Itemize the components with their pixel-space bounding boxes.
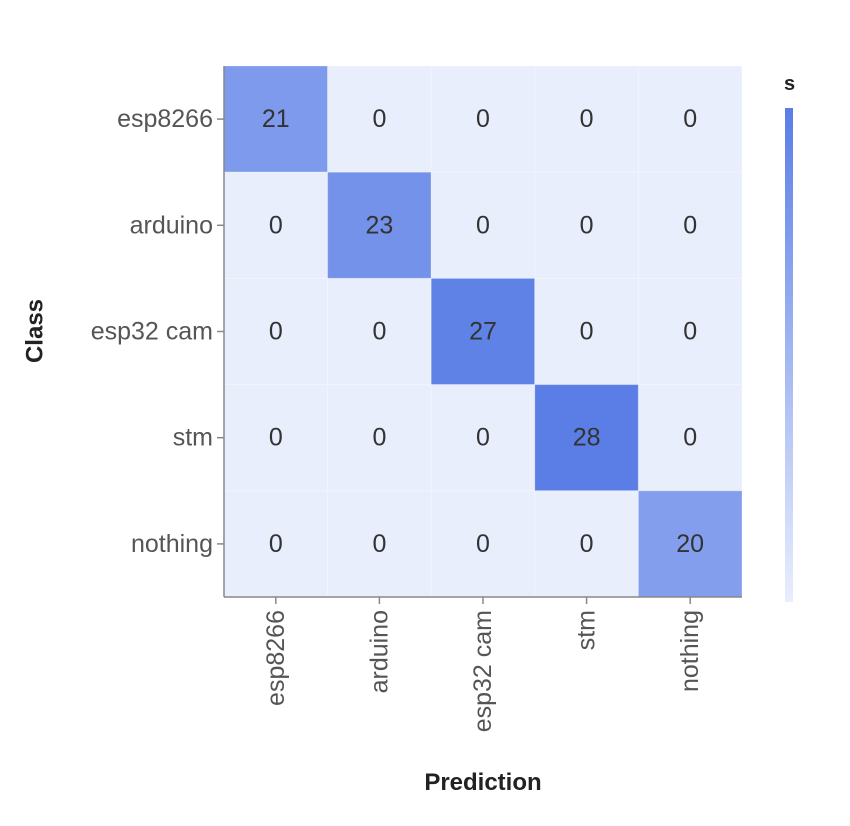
y-tick-label: arduino bbox=[130, 211, 213, 239]
x-tick-label: arduino bbox=[365, 610, 393, 693]
heatmap-cell bbox=[430, 65, 536, 173]
heatmap-cell bbox=[534, 490, 639, 598]
cell-value-label: 0 bbox=[580, 318, 594, 346]
heatmap-cells: 21 0 0 0 0 0 23 0 0 0 0 0 27 0 0 0 0 0 28 0 0 0 0 0 20 bbox=[223, 65, 743, 598]
heatmap-cell bbox=[223, 490, 329, 598]
y-tick-label: stm bbox=[173, 424, 213, 452]
cell-value-label: 27 bbox=[469, 318, 497, 346]
y-tick-label: esp8266 bbox=[117, 105, 213, 133]
cell-value-label: 20 bbox=[676, 530, 704, 558]
cell-value-label: 21 bbox=[262, 105, 290, 133]
x-axis-title: Prediction bbox=[424, 769, 541, 796]
cell-value-label: 0 bbox=[372, 530, 386, 558]
cell-value-label: 0 bbox=[269, 424, 283, 452]
cell-value-label: 0 bbox=[476, 211, 490, 239]
heatmap-cell bbox=[223, 65, 329, 173]
cell-value-label: 0 bbox=[269, 211, 283, 239]
x-tick-label: esp32 cam bbox=[469, 610, 497, 732]
cell-value-label: 0 bbox=[683, 318, 697, 346]
cell-value-label: 0 bbox=[372, 318, 386, 346]
cell-value-label: 0 bbox=[476, 530, 490, 558]
cell-value-label: 0 bbox=[476, 424, 490, 452]
cell-value-label: 0 bbox=[269, 530, 283, 558]
heatmap-cell bbox=[327, 490, 432, 598]
cell-value-label: 0 bbox=[372, 105, 386, 133]
cell-value-label: 0 bbox=[269, 318, 283, 346]
cell-value-label: 0 bbox=[683, 424, 697, 452]
heatmap-cell bbox=[327, 384, 432, 492]
x-tick-label: stm bbox=[573, 610, 601, 650]
cell-value-label: 0 bbox=[683, 211, 697, 239]
x-tick-label: esp8266 bbox=[262, 610, 290, 706]
heatmap-cell bbox=[637, 277, 743, 386]
heatmap-cell bbox=[430, 384, 536, 492]
cell-value-label: 0 bbox=[580, 530, 594, 558]
heatmap-cell bbox=[223, 171, 329, 279]
x-axis-ticks: esp8266 arduino esp32 cam stm nothing bbox=[262, 597, 704, 732]
heatmap-cell bbox=[327, 65, 432, 173]
heatmap-cell bbox=[534, 384, 639, 492]
x-tick-label: nothing bbox=[676, 610, 704, 692]
heatmap-cell bbox=[430, 490, 536, 598]
cell-value-label: 0 bbox=[683, 105, 697, 133]
y-tick-label: esp32 cam bbox=[91, 318, 213, 346]
heatmap-cell bbox=[534, 65, 639, 173]
legend-title: s bbox=[784, 73, 795, 95]
legend-gradient-bar bbox=[785, 108, 793, 602]
heatmap-cell bbox=[637, 65, 743, 173]
heatmap-cell bbox=[637, 490, 743, 598]
cell-value-label: 0 bbox=[476, 105, 490, 133]
cell-value-label: 23 bbox=[365, 211, 393, 239]
heatmap-cell bbox=[637, 171, 743, 279]
heatmap-cell bbox=[430, 171, 536, 279]
cell-value-label: 0 bbox=[372, 424, 386, 452]
heatmap-cell bbox=[534, 277, 639, 386]
heatmap-cell bbox=[327, 277, 432, 386]
color-legend: s bbox=[784, 73, 795, 602]
y-axis-ticks: esp8266 arduino esp32 cam stm nothing bbox=[91, 105, 224, 558]
heatmap-cell bbox=[637, 384, 743, 492]
y-axis-title: Class bbox=[21, 299, 48, 363]
y-tick-label: nothing bbox=[131, 530, 213, 558]
cell-value-label: 0 bbox=[580, 105, 594, 133]
cell-value-label: 28 bbox=[573, 424, 601, 452]
heatmap-cell bbox=[430, 277, 536, 386]
cell-value-label: 0 bbox=[580, 211, 594, 239]
